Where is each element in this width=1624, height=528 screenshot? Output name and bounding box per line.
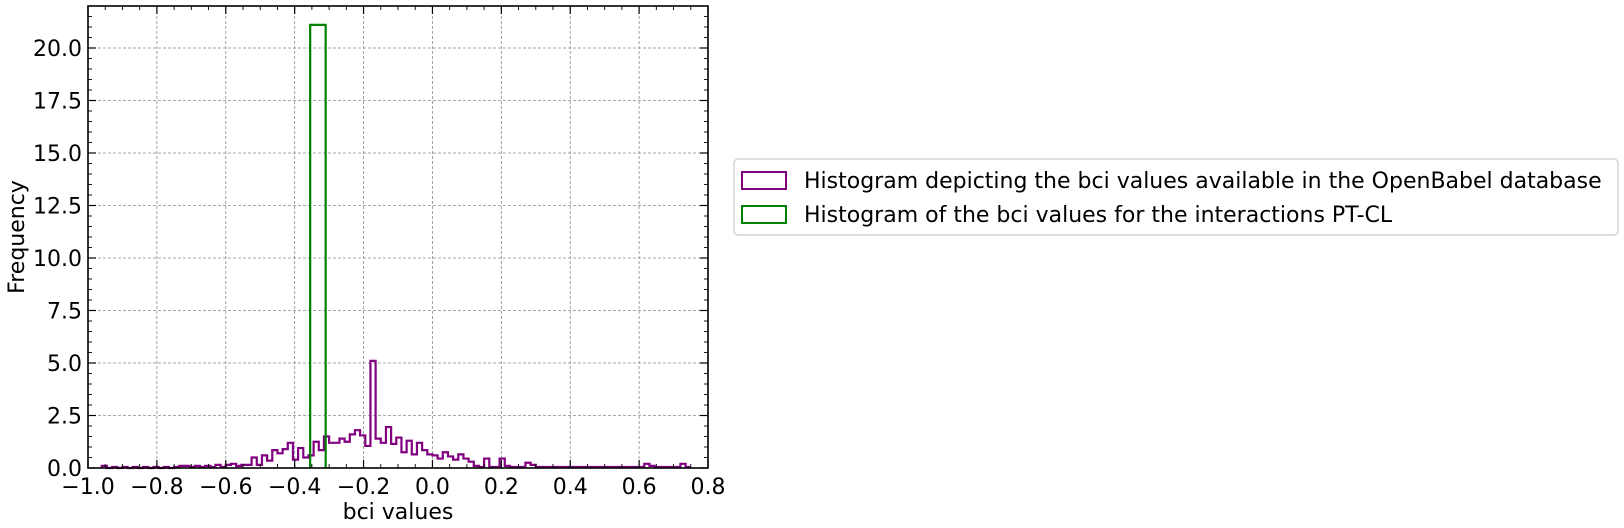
y-tick-label: 17.5 — [33, 90, 82, 115]
y-tick-label: 2.5 — [47, 405, 82, 430]
histogram-bin — [391, 444, 396, 468]
histogram-bin — [267, 461, 272, 468]
x-tick-label: −0.8 — [130, 475, 183, 500]
histogram-bin — [365, 446, 370, 468]
histogram-bin — [438, 459, 443, 468]
x-tick-label: −1.0 — [61, 475, 114, 500]
series-0 — [100, 359, 691, 470]
x-tick-label: 0.8 — [691, 475, 726, 500]
histogram-bin — [319, 450, 324, 468]
histogram-step-outline — [100, 359, 691, 470]
legend-label-openbabel: Histogram depicting the bci values avail… — [804, 169, 1602, 194]
x-tick-label: 0.6 — [622, 475, 657, 500]
x-tick-label: 0.2 — [484, 475, 519, 500]
series-layer — [100, 23, 691, 470]
x-tick-label: 0.0 — [415, 475, 450, 500]
histogram-step-outline — [309, 23, 327, 468]
y-tick-label: 12.5 — [33, 195, 82, 220]
histogram-bin — [303, 458, 308, 469]
x-axis-label: bci values — [343, 500, 454, 525]
y-tick-label: 15.0 — [33, 142, 82, 167]
y-tick-label: 20.0 — [33, 37, 82, 62]
legend-swatch-openbabel — [741, 171, 787, 190]
histogram-bin — [401, 452, 406, 468]
histogram-bin — [293, 460, 298, 468]
legend-label-pt-cl: Histogram of the bci values for the inte… — [804, 203, 1393, 228]
x-tick-label: −0.2 — [337, 475, 390, 500]
grid — [88, 6, 708, 468]
histogram-bin — [310, 25, 326, 468]
series-1 — [309, 23, 327, 468]
histogram-bin — [381, 443, 386, 468]
y-axis-label: Frequency — [5, 180, 30, 294]
plot-frame — [87, 5, 709, 469]
y-tick-label: 10.0 — [33, 247, 82, 272]
histogram-bin — [412, 454, 417, 468]
ticks: −1.0 −0.8 −0.6 −0.4 −0.2 0.0 0.2 0.4 0.6 0.8 0.0 2.… — [33, 5, 726, 500]
legend-box — [733, 158, 1619, 236]
y-tick-label: 5.0 — [47, 352, 82, 377]
legend-swatch-pt-cl — [741, 205, 787, 224]
legend: Histogram depicting the bci values avail… — [733, 158, 1619, 236]
y-tick-label: 7.5 — [47, 300, 82, 325]
histogram-bin — [329, 443, 334, 468]
x-tick-label: 0.4 — [553, 475, 588, 500]
x-tick-label: −0.6 — [199, 475, 252, 500]
histogram-bin — [277, 453, 282, 468]
histogram-bin — [334, 443, 339, 468]
y-tick-label: 0.0 — [47, 457, 82, 482]
histogram-bin — [453, 460, 458, 468]
x-tick-label: −0.4 — [268, 475, 321, 500]
histogram-bin — [345, 442, 350, 468]
